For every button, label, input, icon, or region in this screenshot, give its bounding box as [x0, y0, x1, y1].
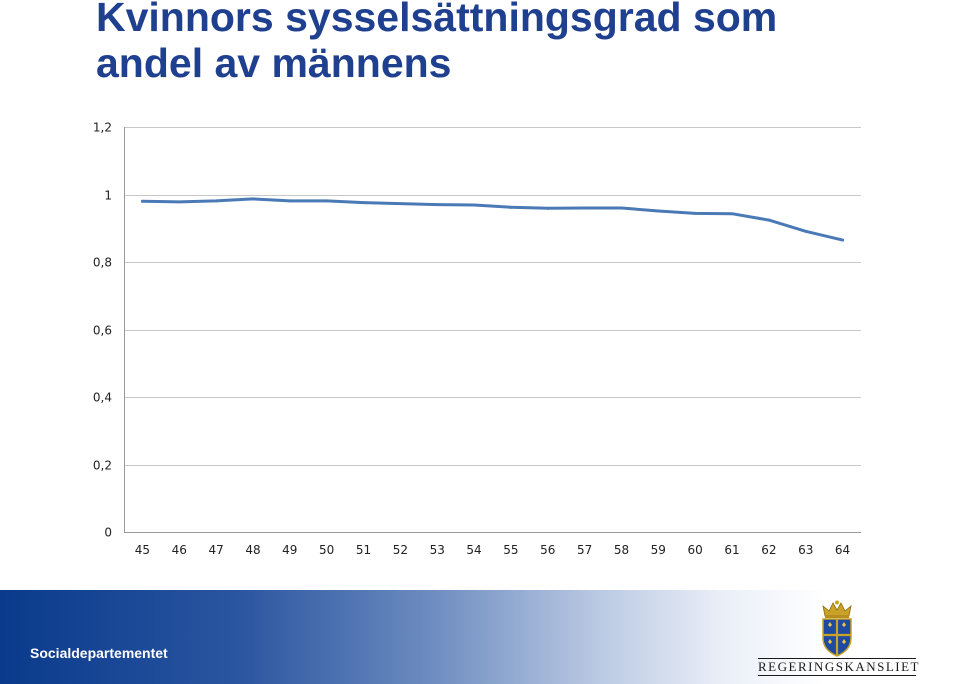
data-point	[214, 199, 218, 203]
data-point	[656, 209, 660, 213]
data-point	[693, 212, 697, 215]
department-name: Socialdepartementet	[30, 645, 168, 661]
y-tick-label: 1	[104, 189, 112, 203]
data-point	[730, 212, 734, 216]
footer-band: Socialdepartementet REGERINGSKANSLIET	[0, 590, 959, 684]
regeringskansliet-logo: REGERINGSKANSLIET	[756, 598, 920, 680]
x-tick-label: 63	[798, 543, 813, 557]
data-point	[509, 205, 513, 209]
y-tick-label: 0	[104, 526, 112, 540]
x-tick-label: 60	[688, 543, 703, 557]
data-point	[546, 206, 550, 210]
y-tick-labels: 0 0,2 0,4 0,6 0,8 1 1,2	[93, 121, 112, 540]
data-point	[288, 199, 292, 203]
y-tick-label: 0,6	[93, 324, 112, 338]
x-tick-label: 47	[208, 543, 223, 557]
data-point	[583, 206, 587, 210]
y-tick-label: 0,2	[93, 459, 112, 473]
data-point	[398, 202, 402, 206]
data-point	[472, 203, 476, 207]
data-point	[251, 197, 255, 201]
slide-title: Kvinnors sysselsättningsgrad som andel a…	[96, 0, 777, 86]
x-tick-label: 48	[245, 543, 260, 557]
x-tick-label: 59	[651, 543, 666, 557]
data-point	[177, 200, 181, 204]
data-point	[141, 199, 144, 203]
x-tick-label: 61	[724, 543, 739, 557]
y-tick-label: 0,4	[93, 391, 112, 405]
x-tick-label: 64	[835, 543, 850, 557]
x-tick-label: 56	[540, 543, 555, 557]
y-tick-label: 1,2	[93, 121, 112, 135]
data-point	[325, 199, 329, 203]
data-point	[620, 206, 623, 210]
x-tick-label: 58	[614, 543, 629, 557]
title-line-1: Kvinnors sysselsättningsgrad som	[96, 0, 778, 40]
logo-wordmark: REGERINGSKANSLIET	[758, 658, 920, 676]
x-tick-label: 51	[356, 543, 371, 557]
data-point	[767, 218, 771, 222]
data-point	[362, 201, 365, 205]
title-line-2: andel av männens	[96, 40, 452, 86]
crown-shield-icon	[822, 600, 852, 657]
x-tick-label: 45	[135, 543, 150, 557]
x-tick-label: 55	[503, 543, 518, 557]
data-point	[804, 229, 808, 233]
line-chart: 0 0,2 0,4 0,6 0,8 1 1,2 45 46 47 48 49 50 51 52 53 54 55…	[93, 121, 861, 557]
x-tick-labels: 45 46 47 48 49 50 51 52 53 54 55 56 57 58 59 60 61 62 63 64	[135, 543, 850, 557]
x-tick-label: 52	[393, 543, 408, 557]
data-point	[841, 238, 844, 242]
series-line	[140, 197, 845, 242]
chart-series	[140, 197, 845, 242]
chart-gridlines	[124, 127, 861, 466]
x-tick-label: 57	[577, 543, 592, 557]
data-point	[435, 203, 439, 207]
x-tick-label: 50	[319, 543, 334, 557]
chart-axes	[124, 127, 861, 533]
x-tick-label: 46	[172, 543, 187, 557]
x-tick-label: 62	[761, 543, 776, 557]
y-tick-label: 0,8	[93, 256, 112, 270]
x-tick-label: 54	[466, 543, 481, 557]
x-tick-label: 49	[282, 543, 297, 557]
x-tick-label: 53	[430, 543, 445, 557]
